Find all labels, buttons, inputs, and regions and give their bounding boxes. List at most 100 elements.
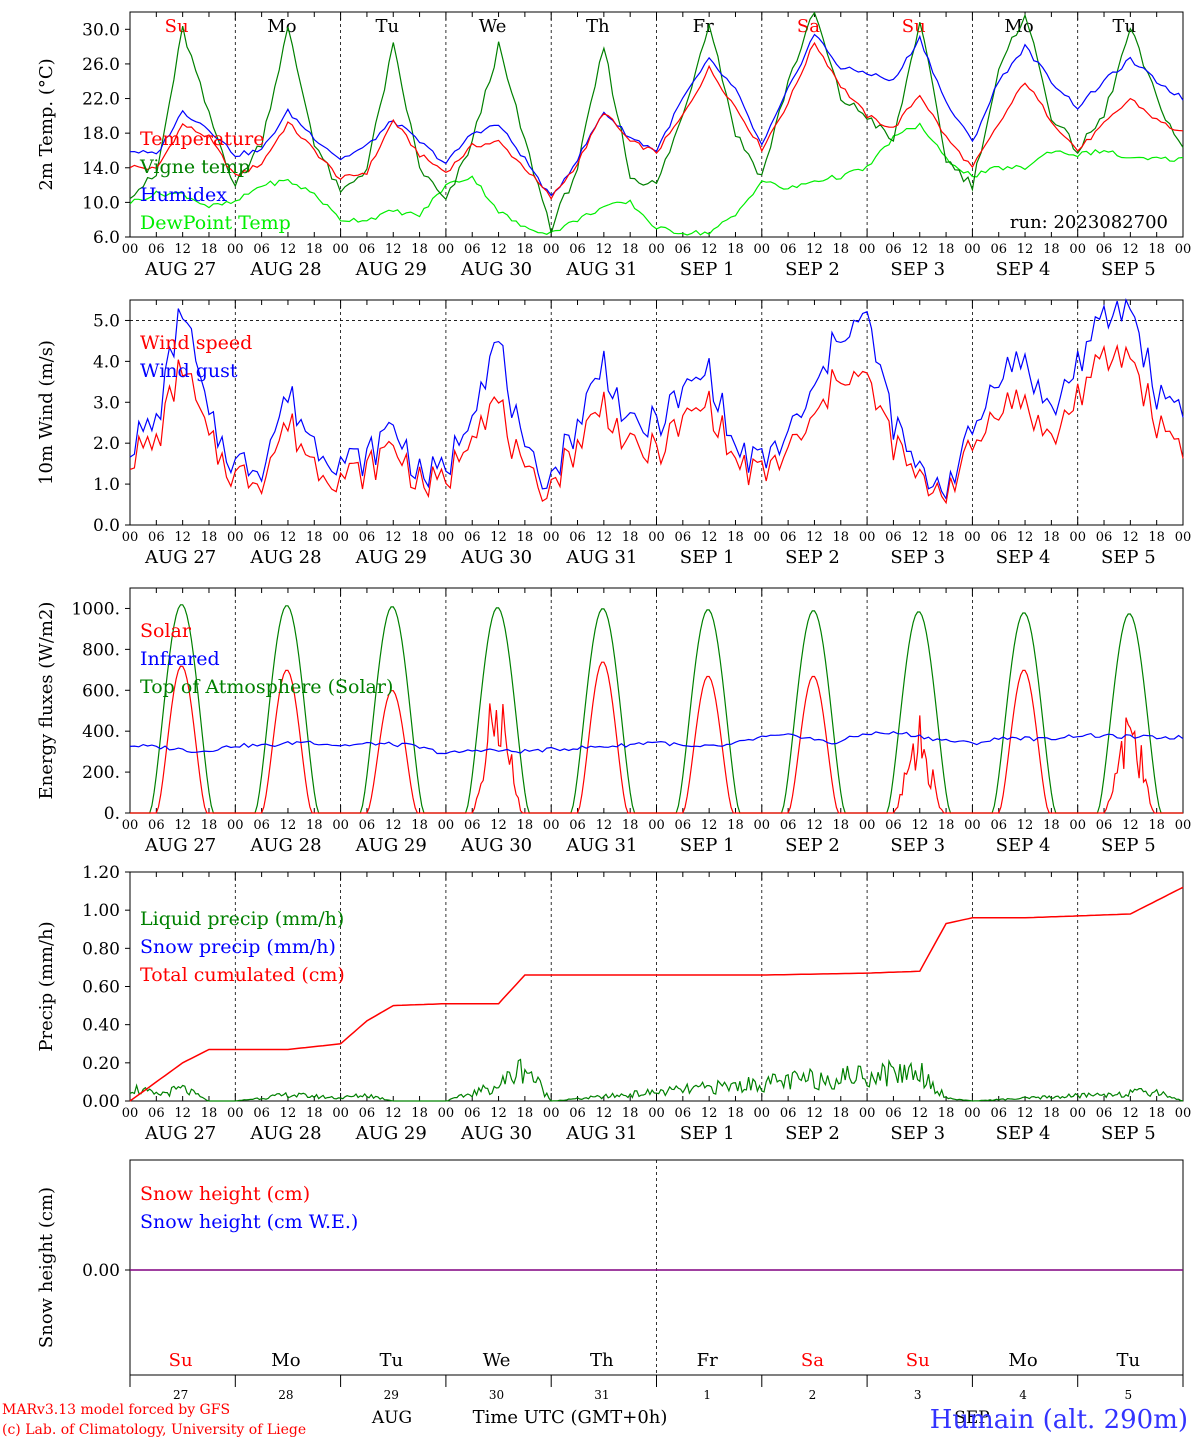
- hour-tick-label: 06: [675, 1106, 692, 1121]
- location-label: Humain (alt. 290m): [930, 1405, 1188, 1435]
- credit-line-1: MARv3.13 model forced by GFS: [2, 1402, 230, 1418]
- day-name: Tu: [1113, 16, 1137, 37]
- hour-tick-label: 00: [754, 1106, 771, 1121]
- hour-tick-label: 12: [1017, 530, 1034, 545]
- hour-tick-label: 06: [253, 818, 270, 833]
- y-tick-label: 200.: [82, 763, 120, 783]
- y-tick-label: 600.: [82, 681, 120, 701]
- day-number: 30: [489, 1388, 504, 1402]
- hour-tick-label: 06: [359, 1106, 376, 1121]
- hour-tick-label: 00: [543, 1106, 560, 1121]
- hour-tick-label: 12: [1122, 818, 1139, 833]
- hour-tick-label: 00: [964, 530, 981, 545]
- hour-tick-label: 00: [648, 242, 665, 257]
- date-label: AUG 28: [249, 835, 321, 856]
- hour-tick-label: 18: [306, 242, 323, 257]
- day-number: 1: [703, 1388, 711, 1402]
- hour-tick-label: 06: [148, 242, 165, 257]
- hour-tick-label: 18: [1043, 242, 1060, 257]
- credit-line-2: (c) Lab. of Climatology, University of L…: [2, 1422, 306, 1438]
- hour-tick-label: 12: [490, 242, 507, 257]
- day-number: 5: [1125, 1388, 1133, 1402]
- hour-tick-label: 00: [543, 818, 560, 833]
- hour-tick-label: 12: [911, 1106, 928, 1121]
- day-name: Tu: [375, 16, 399, 37]
- date-label: SEP 5: [1101, 835, 1156, 856]
- day-number: 3: [914, 1388, 922, 1402]
- date-label: AUG 27: [144, 1123, 216, 1144]
- legend-entry: Snow height (cm): [140, 1183, 310, 1205]
- y-axis-title: 10m Wind (m/s): [36, 340, 57, 485]
- hour-tick-label: 12: [385, 530, 402, 545]
- y-tick-label: 5.0: [93, 311, 120, 331]
- hour-tick-label: 06: [885, 242, 902, 257]
- y-tick-label: 1.0: [93, 475, 120, 495]
- hour-tick-label: 00: [648, 530, 665, 545]
- hour-tick-label: 00: [438, 818, 455, 833]
- hour-tick-label: 06: [359, 530, 376, 545]
- hour-tick-label: 00: [122, 1106, 139, 1121]
- hour-tick-label: 00: [332, 818, 349, 833]
- y-tick-label: 0.00: [82, 1092, 120, 1112]
- y-tick-label: 30.0: [82, 20, 120, 40]
- legend-entry: Temperature: [140, 128, 264, 150]
- hour-tick-label: 18: [622, 818, 639, 833]
- hour-tick-label: 06: [569, 242, 586, 257]
- hour-tick-label: 06: [780, 530, 797, 545]
- hour-tick-label: 12: [596, 530, 613, 545]
- day-name: Su: [169, 1350, 193, 1371]
- date-label: SEP 5: [1101, 259, 1156, 280]
- hour-tick-label: 00: [438, 242, 455, 257]
- hour-tick-label: 00: [754, 818, 771, 833]
- y-tick-label: 0.80: [82, 939, 120, 959]
- hour-tick-label: 18: [306, 818, 323, 833]
- y-tick-label: 0.: [104, 804, 120, 824]
- hour-tick-label: 18: [833, 818, 850, 833]
- hour-tick-label: 06: [675, 242, 692, 257]
- hour-tick-label: 12: [806, 1106, 823, 1121]
- day-name: Mo: [1004, 16, 1033, 37]
- day-name: Su: [902, 16, 926, 37]
- hour-tick-label: 06: [464, 530, 481, 545]
- hour-tick-label: 18: [622, 242, 639, 257]
- hour-tick-label: 18: [1043, 1106, 1060, 1121]
- hour-tick-label: 06: [253, 242, 270, 257]
- hour-tick-label: 12: [911, 242, 928, 257]
- hour-tick-label: 18: [1148, 1106, 1165, 1121]
- run-label: run: 2023082700: [1010, 212, 1168, 233]
- hour-tick-label: 00: [1069, 818, 1086, 833]
- hour-tick-label: 18: [938, 818, 955, 833]
- date-label: SEP 4: [996, 1123, 1051, 1144]
- hour-tick-label: 18: [1043, 818, 1060, 833]
- hour-tick-label: 12: [806, 530, 823, 545]
- hour-tick-label: 00: [227, 530, 244, 545]
- hour-tick-label: 06: [148, 818, 165, 833]
- x-axis-title: Time UTC (GMT+0h): [473, 1407, 668, 1428]
- hour-tick-label: 18: [938, 1106, 955, 1121]
- hour-tick-label: 00: [438, 1106, 455, 1121]
- hour-tick-label: 18: [622, 1106, 639, 1121]
- y-tick-label: 800.: [82, 640, 120, 660]
- date-label: SEP 1: [680, 259, 735, 280]
- day-name: Mo: [1008, 1350, 1037, 1371]
- hour-tick-label: 18: [306, 1106, 323, 1121]
- hour-tick-label: 06: [148, 1106, 165, 1121]
- hour-tick-label: 00: [859, 530, 876, 545]
- hour-tick-label: 12: [701, 1106, 718, 1121]
- hour-tick-label: 12: [385, 818, 402, 833]
- legend-entry: Solar: [140, 620, 192, 642]
- hour-tick-label: 06: [885, 1106, 902, 1121]
- hour-tick-label: 18: [517, 242, 534, 257]
- hour-tick-label: 00: [332, 242, 349, 257]
- hour-tick-label: 00: [964, 1106, 981, 1121]
- legend-entry: Total cumulated (cm): [140, 964, 345, 986]
- date-label: AUG 31: [565, 259, 637, 280]
- date-label: AUG 30: [460, 835, 532, 856]
- hour-tick-label: 12: [701, 242, 718, 257]
- hour-tick-label: 18: [411, 1106, 428, 1121]
- y-tick-label: 18.0: [82, 124, 120, 144]
- hour-tick-label: 06: [885, 818, 902, 833]
- hour-tick-label: 00: [648, 1106, 665, 1121]
- hour-tick-label: 06: [780, 1106, 797, 1121]
